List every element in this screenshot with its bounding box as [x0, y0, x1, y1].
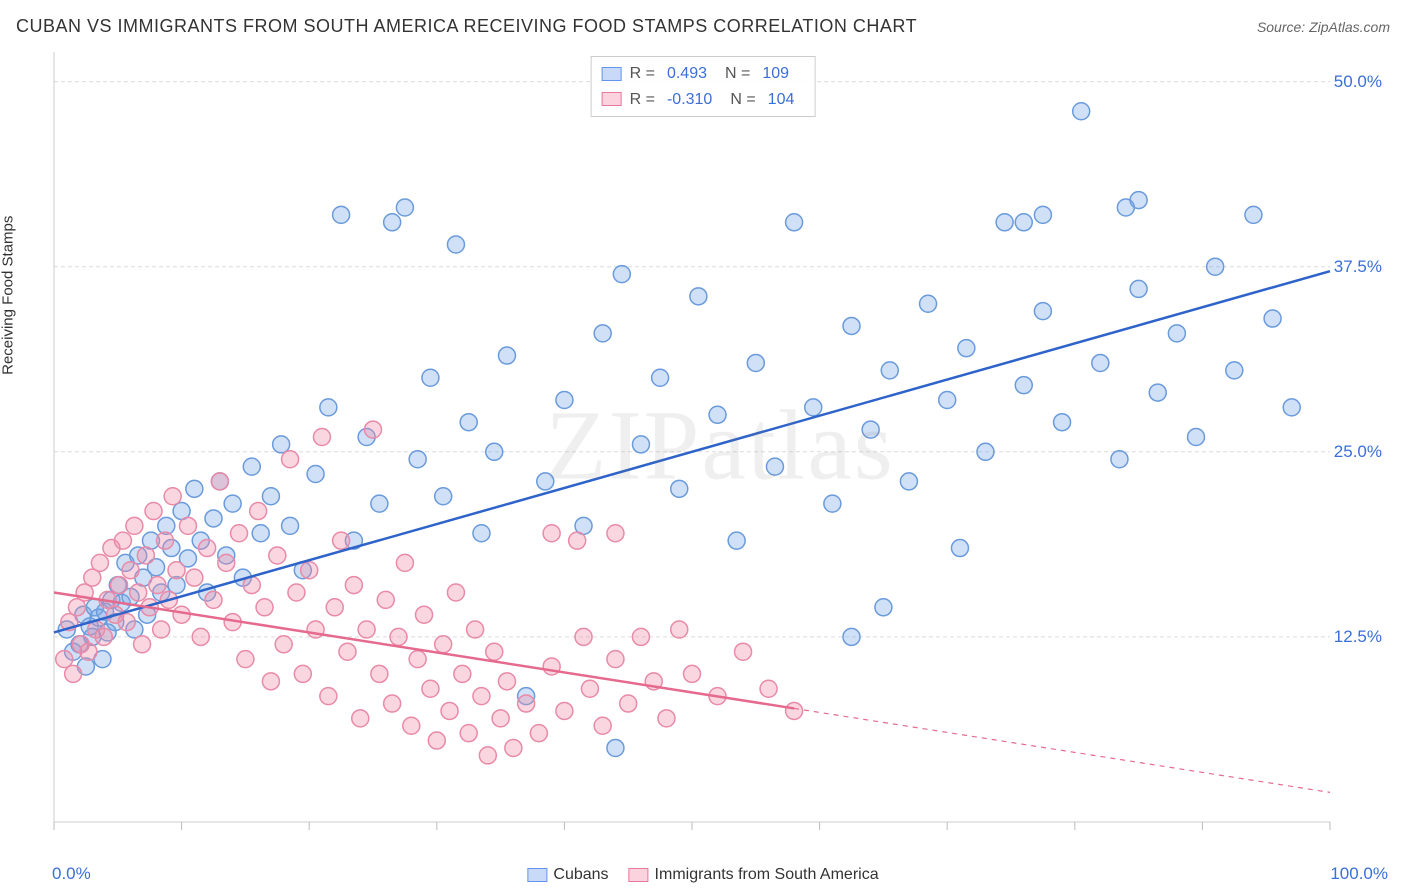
r-value: 0.493 — [667, 61, 707, 87]
y-tick-label: 50.0% — [1334, 72, 1382, 92]
legend-label: Immigrants from South America — [655, 866, 879, 884]
swatch-icon — [602, 67, 622, 81]
chart-header: CUBAN VS IMMIGRANTS FROM SOUTH AMERICA R… — [16, 16, 1390, 37]
swatch-icon — [602, 92, 622, 106]
source-attribution: Source: ZipAtlas.com — [1257, 19, 1390, 35]
r-label: R = — [630, 87, 655, 113]
legend-label: Cubans — [553, 866, 608, 884]
n-value: 109 — [762, 61, 789, 87]
legend-row-series-1: R = -0.310 N = 104 — [602, 87, 805, 113]
series-legend: Cubans Immigrants from South America — [527, 866, 878, 884]
n-label: N = — [730, 87, 755, 113]
swatch-icon — [527, 868, 547, 882]
plot-area: ZIPatlas — [50, 48, 1390, 842]
y-tick-label: 37.5% — [1334, 257, 1382, 277]
y-axis-label: Receiving Food Stamps — [0, 216, 17, 375]
legend-item-south-america: Immigrants from South America — [629, 866, 879, 884]
y-tick-label: 25.0% — [1334, 442, 1382, 462]
n-value: 104 — [768, 87, 795, 113]
x-axis-max-label: 100.0% — [1330, 864, 1388, 884]
n-label: N = — [725, 61, 750, 87]
legend-item-cubans: Cubans — [527, 866, 608, 884]
x-axis-min-label: 0.0% — [52, 864, 91, 884]
chart-title: CUBAN VS IMMIGRANTS FROM SOUTH AMERICA R… — [16, 16, 917, 37]
scatter-plot-svg — [50, 48, 1390, 842]
r-label: R = — [630, 61, 655, 87]
r-value: -0.310 — [667, 87, 712, 113]
y-tick-label: 12.5% — [1334, 627, 1382, 647]
swatch-icon — [629, 868, 649, 882]
correlation-legend: R = 0.493 N = 109 R = -0.310 N = 104 — [591, 56, 816, 117]
legend-row-series-0: R = 0.493 N = 109 — [602, 61, 805, 87]
